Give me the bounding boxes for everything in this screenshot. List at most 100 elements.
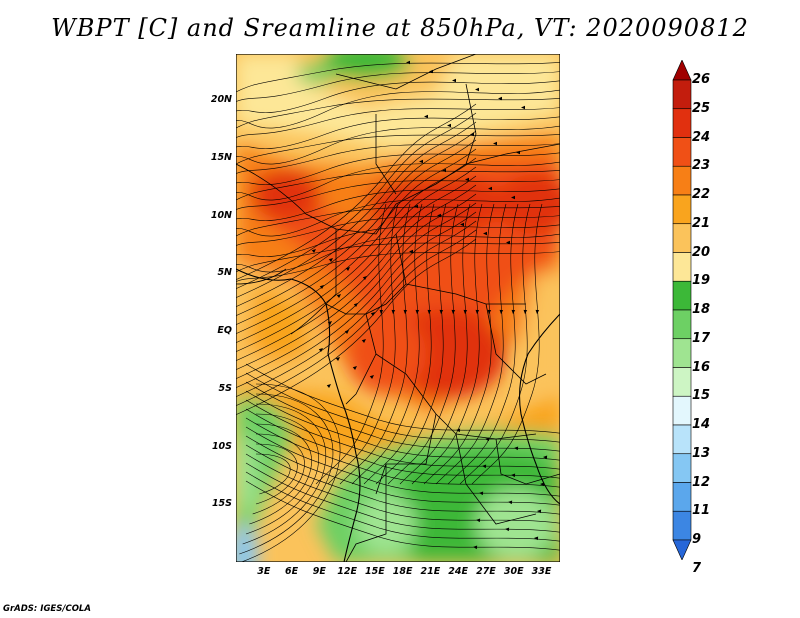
streamline-arrow [415,309,420,314]
streamline-arrow [521,105,525,110]
streamline-arrow [537,509,542,514]
streamline [435,203,507,485]
streamline [236,215,560,246]
colorbar-swatch [672,60,692,81]
lon-tick-label: 33E [531,566,552,577]
streamline [245,444,560,515]
streamline-arrow [476,518,481,523]
streamline-arrow [439,309,444,314]
map-title: WBPT [C] and Sreamline at 850hPa, VT: 20… [51,14,749,42]
lat-tick-label: 5N [217,267,232,279]
streamline-arrow [534,536,539,541]
coastlines [236,268,560,562]
credit-text: GrADS: IGES/COLA [3,604,91,614]
lon-tick-label: 3E [257,566,271,577]
streamline [245,408,560,479]
colorbar-label: 12 [692,474,711,490]
colorbar-swatch [672,79,692,110]
streamline [245,471,560,542]
streamline [387,203,459,485]
streamline-arrow [535,309,540,314]
streamline-arrow [327,321,332,325]
lon-tick-label: 6E [284,566,299,577]
streamline-arrow [483,231,487,236]
streamline-arrow [335,357,340,361]
colorbar-swatch [672,482,692,512]
streamline-arrow [345,267,350,271]
colorbar-swatch [672,194,692,225]
colorbar-swatch [672,367,692,397]
colorbar-label: 26 [692,72,711,87]
streamline [245,381,560,452]
streamline [399,203,471,485]
streamline [245,417,560,488]
streamline [236,143,560,174]
colorbar-label: 11 [692,503,711,519]
streamline [236,193,477,370]
streamline [236,139,477,316]
lat-tick-label: 10N [210,209,232,221]
streamline-arrow [344,330,349,334]
streamline-arrow [409,249,413,254]
lat-tick-label: EQ [217,325,232,337]
streamline [339,203,411,485]
streamline [236,166,477,343]
streamline [236,157,477,334]
lat-tick-label: 20N [210,94,232,106]
streamline-arrow [505,527,510,532]
colorbar-label: 14 [692,417,711,432]
colorbar-swatch [672,424,692,455]
streamline [236,130,477,307]
streamline [236,202,477,379]
streamline-arrow [429,69,433,74]
streamline-arrow [540,482,545,487]
streamline-arrow [487,309,492,314]
streamline [236,71,560,102]
map-panel [236,54,560,562]
streamline-arrow [516,150,520,155]
streamline [236,103,477,280]
colorbar-label: 19 [692,273,711,289]
lon-tick-label: 30E [503,566,524,577]
streamline [245,426,560,497]
streamline-arrow [488,186,492,191]
colorbar-swatch [672,223,692,253]
colorbar-swatch [672,137,692,167]
streamline-arrow [362,276,367,280]
streamline [245,480,560,551]
streamline-arrow [511,309,516,314]
streamline [245,399,560,470]
streamline-arrow [391,309,396,314]
colorbar-label: 9 [692,532,702,547]
streamline [236,211,477,388]
streamline-arrow [419,159,423,164]
streamline-arrow [442,168,446,173]
streamline-arrow [456,428,461,433]
streamline-arrow [379,309,384,314]
streamline-arrow [451,309,456,314]
lon-tick-label: 24E [448,566,469,577]
streamline-arrow [460,222,464,227]
lon-tick-label: 12E [337,566,357,577]
streamline-arrow [370,312,375,316]
streamline-arrow [352,366,357,370]
streamline [236,220,477,397]
streamline-arrow [498,96,502,101]
colorbar-label: 13 [692,445,711,461]
lon-tick-label: 15E [364,566,385,577]
colorbar-label: 15 [692,388,711,404]
streamline-arrow [506,240,510,245]
streamline-arrow [311,249,316,253]
streamline-arrow [514,446,519,451]
streamline [236,224,560,257]
streamline [236,134,560,165]
colorbar-swatch [672,252,692,282]
streamline-arrow [473,545,478,550]
streamline [459,203,531,485]
colorbar-swatch [672,395,692,426]
streamline-arrow [485,437,490,442]
streamline [351,203,423,485]
lon-tick-label: 9E [312,566,326,577]
streamline-arrow [353,303,358,307]
streamline [236,121,477,298]
